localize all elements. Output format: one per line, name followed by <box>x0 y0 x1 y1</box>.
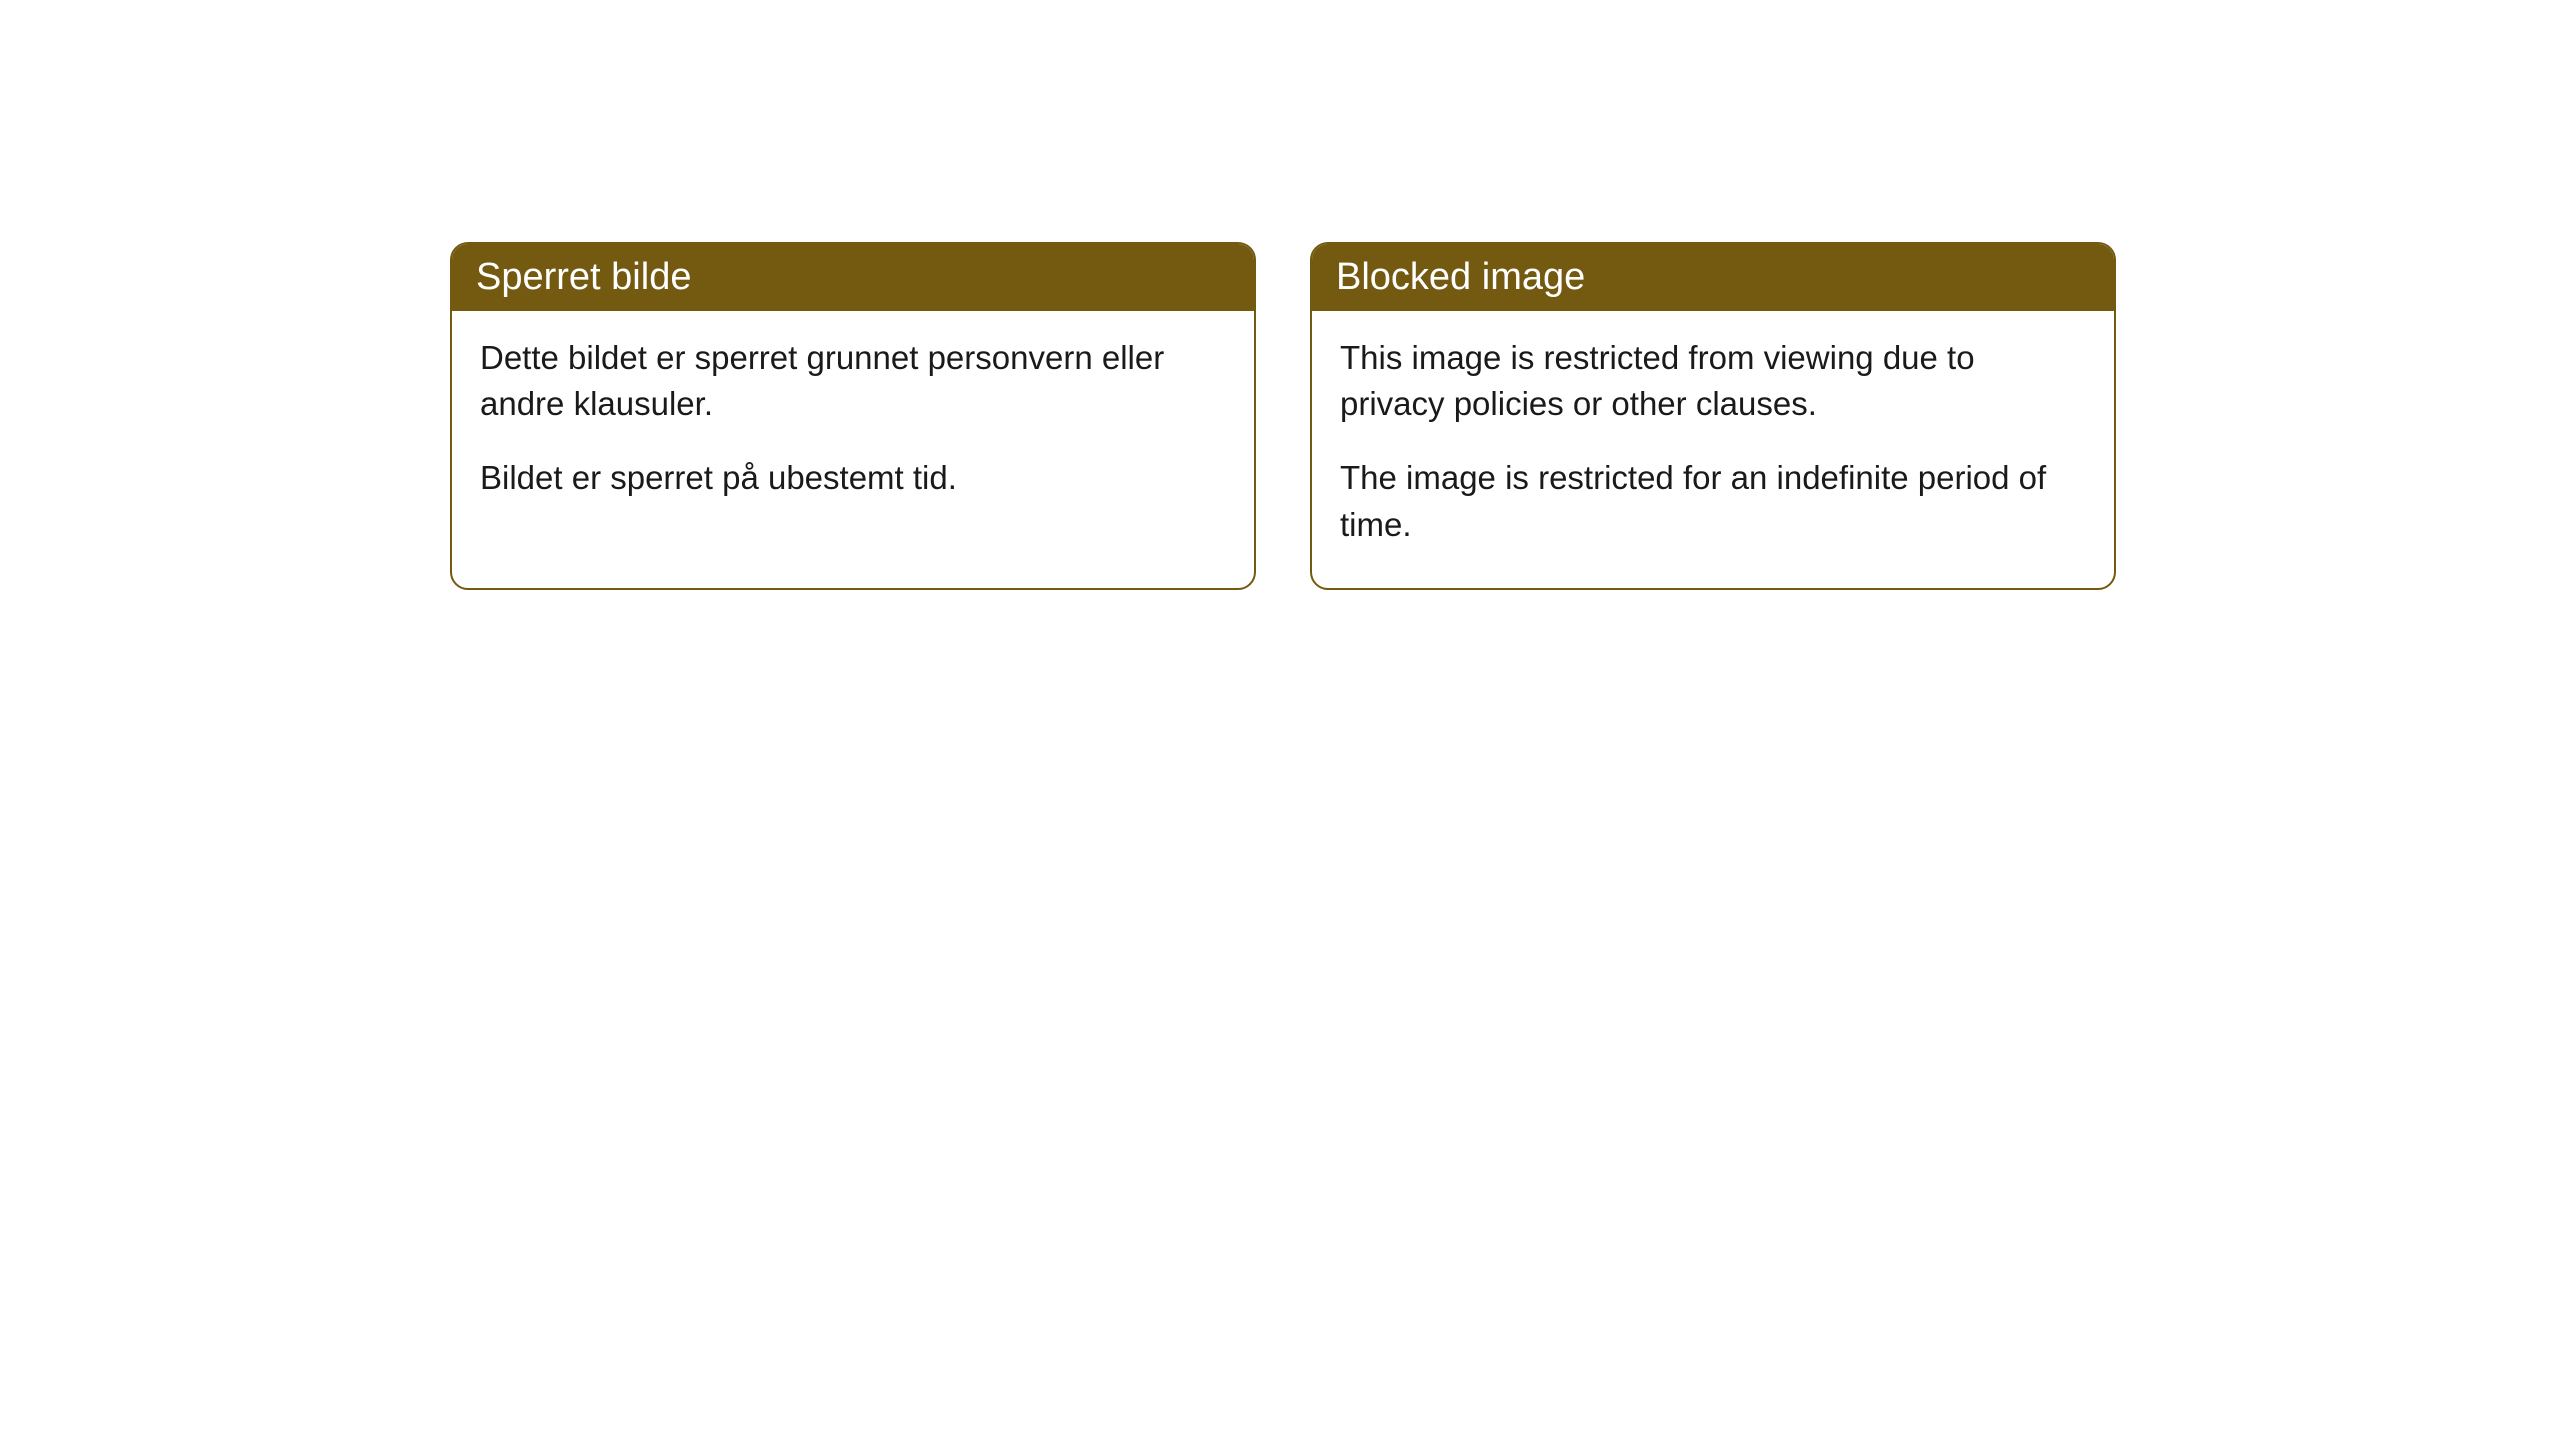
card-paragraph-2: The image is restricted for an indefinit… <box>1340 455 2086 547</box>
card-body-english: This image is restricted from viewing du… <box>1312 311 2114 588</box>
card-paragraph-1: Dette bildet er sperret grunnet personve… <box>480 335 1226 427</box>
blocked-image-card-norwegian: Sperret bilde Dette bildet er sperret gr… <box>450 242 1256 590</box>
card-paragraph-2: Bildet er sperret på ubestemt tid. <box>480 455 1226 501</box>
card-header-english: Blocked image <box>1312 244 2114 311</box>
card-title: Blocked image <box>1336 256 1585 298</box>
card-paragraph-1: This image is restricted from viewing du… <box>1340 335 2086 427</box>
cards-container: Sperret bilde Dette bildet er sperret gr… <box>450 242 2116 590</box>
card-body-norwegian: Dette bildet er sperret grunnet personve… <box>452 311 1254 542</box>
blocked-image-card-english: Blocked image This image is restricted f… <box>1310 242 2116 590</box>
card-title: Sperret bilde <box>476 256 691 298</box>
card-header-norwegian: Sperret bilde <box>452 244 1254 311</box>
